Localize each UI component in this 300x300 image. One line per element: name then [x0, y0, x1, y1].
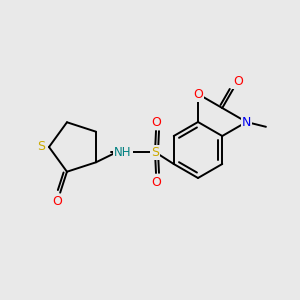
- Text: O: O: [52, 195, 62, 208]
- Text: N: N: [242, 116, 251, 128]
- Text: S: S: [151, 146, 159, 158]
- Text: O: O: [151, 176, 161, 188]
- Text: O: O: [151, 116, 161, 128]
- Text: S: S: [37, 140, 45, 154]
- Text: O: O: [233, 75, 243, 88]
- Text: NH: NH: [114, 146, 132, 158]
- Text: O: O: [193, 88, 203, 100]
